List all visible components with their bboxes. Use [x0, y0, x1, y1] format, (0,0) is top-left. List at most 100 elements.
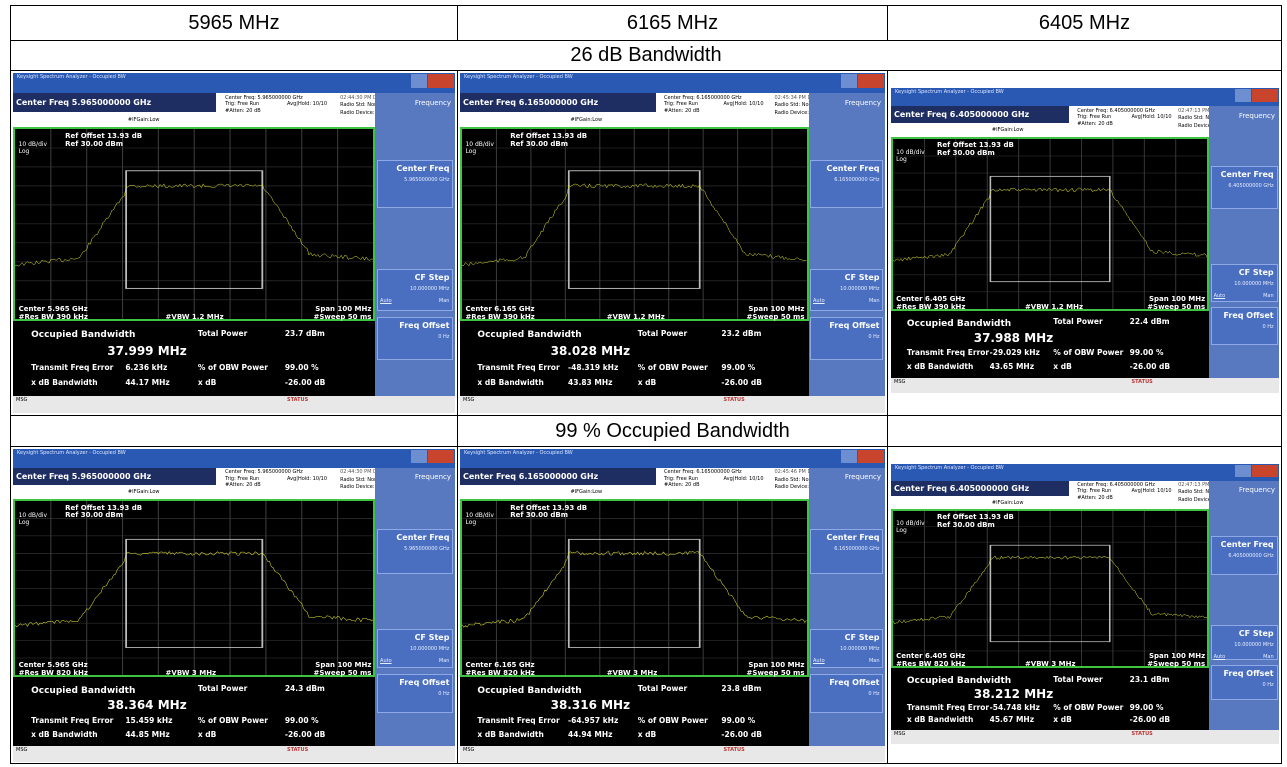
status-indicator[interactable]: STATUS: [723, 747, 745, 754]
ref-level: Ref 30.00 dBm: [65, 511, 124, 520]
occ-bw-label: Occupied Bandwidth: [31, 685, 136, 696]
window-minmax-buttons[interactable]: [841, 450, 857, 464]
freq-offset-softkey[interactable]: Freq Offset 0 Hz: [1210, 665, 1278, 701]
trigger-info: Trig: Free Run: [1077, 488, 1112, 495]
spectrum-plot[interactable]: 10 dB/div Log Ref Offset 13.93 dB Ref 30.0…: [460, 127, 809, 322]
window-minmax-buttons[interactable]: [1235, 465, 1251, 477]
row-header-99pct-empty-right: [887, 415, 1282, 447]
db-div-label: 10 dB/div Log: [896, 148, 925, 163]
window-close-button[interactable]: [858, 74, 884, 89]
sweep-info: Center Freq: 6.405000000 GHz Trig: Free …: [1077, 108, 1155, 128]
timestamp: 02:45:46 PM Dec 15, 2023: [774, 469, 842, 476]
spectrum-trace: [893, 556, 1207, 624]
spectrum-plot[interactable]: 10 dB/div Log Ref Offset 13.93 dB Ref 30.0…: [460, 499, 809, 678]
center-freq-softkey[interactable]: Center Freq 6.165000000 GHz: [810, 159, 884, 209]
xdb-label: x dB: [197, 378, 217, 388]
window-title: Keysight Spectrum Analyzer - Occupied BW: [895, 89, 1004, 95]
ref-labels: Ref Offset 13.93 dB Ref 30.00 dBm: [65, 503, 143, 520]
atten-info: #Atten: 20 dB: [225, 482, 261, 489]
spectrum-plot[interactable]: 10 dB/div Log Ref Offset 13.93 dB Ref 30.0…: [891, 136, 1210, 311]
freq-offset-softkey[interactable]: Freq Offset 0 Hz: [377, 673, 454, 713]
measurement-panel: Occupied Bandwidth 38.028 MHz Total Powe…: [460, 321, 809, 396]
spectrum-trace: [893, 188, 1207, 261]
status-indicator[interactable]: STATUS: [1131, 731, 1153, 737]
status-indicator[interactable]: STATUS: [287, 747, 309, 754]
softkey-title: Frequency: [844, 99, 881, 108]
center-freq-display[interactable]: Center Freq 6.405000000 GHz: [891, 480, 1070, 497]
window-close-button[interactable]: [1252, 465, 1278, 477]
center-freq-display[interactable]: Center Freq 6.165000000 GHz: [460, 467, 656, 485]
window-close-button[interactable]: [428, 450, 454, 464]
spectrum-plot[interactable]: 10 dB/div Log Ref Offset 13.93 dB Ref 30.0…: [13, 127, 376, 322]
spectrum-plot[interactable]: 10 dB/div Log Ref Offset 13.93 dB Ref 30.0…: [891, 508, 1210, 669]
xdb-bw-label: x dB Bandwidth: [477, 729, 544, 739]
xdb-label: x dB: [1053, 715, 1072, 725]
center-freq-display[interactable]: Center Freq 6.165000000 GHz: [460, 93, 656, 113]
freq-offset-softkey[interactable]: Freq Offset 0 Hz: [810, 673, 884, 713]
xdb-label: x dB: [637, 729, 657, 739]
timestamp: 02:45:34 PM Dec 15, 2023: [774, 94, 842, 101]
xdb-bw-label: x dB Bandwidth: [906, 715, 974, 725]
occ-bw-value: 38.028 MHz: [550, 343, 631, 358]
spectrum-trace: [462, 184, 807, 266]
cf-step-softkey[interactable]: CF Step 10.000000 MHz Auto Man: [377, 268, 454, 312]
cf-step-softkey[interactable]: CF Step 10.000000 MHz Auto Man: [810, 629, 884, 669]
ifgain-info: #IFGain:Low: [127, 116, 160, 123]
window-minmax-buttons[interactable]: [411, 74, 427, 89]
total-power-label: Total Power: [197, 328, 248, 338]
radio-info: 02:44:30 PM Dec 15, 2023 Radio Std: None…: [340, 95, 407, 118]
center-freq-softkey[interactable]: Center Freq 6.405000000 GHz: [1210, 166, 1278, 210]
radio-device: Radio Device: BTS: [340, 109, 386, 116]
trigger-info: Trig: Free Run: [664, 101, 698, 108]
radio-std: Radio Std: None: [774, 102, 815, 109]
pct-obw-label: % of OBW Power: [197, 363, 268, 373]
window-close-button[interactable]: [858, 450, 884, 464]
center-freq-softkey[interactable]: Center Freq 5.965000000 GHz: [377, 159, 454, 209]
window-close-button[interactable]: [1252, 89, 1278, 102]
freq-offset-softkey[interactable]: Freq Offset 0 Hz: [377, 317, 454, 360]
vbw-label: #VBW 1.2 MHz: [606, 313, 665, 322]
obw-marker-box: [567, 539, 701, 649]
cf-step-softkey[interactable]: CF Step 10.000000 MHz Auto Man: [1210, 263, 1278, 302]
window-title: Keysight Spectrum Analyzer - Occupied BW: [17, 74, 126, 80]
measurement-panel: Occupied Bandwidth 38.316 MHz Total Powe…: [460, 677, 809, 747]
status-indicator[interactable]: STATUS: [287, 397, 309, 403]
window-minmax-buttons[interactable]: [411, 450, 427, 464]
window-titlebar: Keysight Spectrum Analyzer - Occupied BW: [13, 73, 455, 94]
center-freq-softkey[interactable]: Center Freq 6.165000000 GHz: [810, 529, 884, 574]
spectrum-trace: [15, 184, 373, 266]
softkey-panel: Frequency Center Freq 6.165000000 GHz CF …: [808, 467, 885, 747]
center-freq-info: Center Freq: 6.165000000 GHz: [664, 94, 742, 101]
window-close-button[interactable]: [428, 74, 454, 89]
cf-step-softkey[interactable]: CF Step 10.000000 MHz Auto Man: [377, 629, 454, 669]
center-freq-softkey[interactable]: Center Freq 6.405000000 GHz: [1210, 535, 1278, 576]
window-minmax-buttons[interactable]: [1235, 89, 1251, 102]
sweep-label: #Sweep 50 ms: [313, 669, 372, 678]
freq-offset-softkey[interactable]: Freq Offset 0 Hz: [1210, 307, 1278, 346]
trigger-info: Trig: Free Run: [664, 475, 698, 482]
avg-hold-info: Avg|Hold: 10/10: [1131, 114, 1172, 121]
row-header-99pct: 99 % Occupied Bandwidth: [457, 415, 888, 447]
status-indicator[interactable]: STATUS: [1131, 378, 1153, 385]
sweep-info: Center Freq: 5.965000000 GHz Trig: Free …: [225, 469, 303, 489]
status-indicator[interactable]: STATUS: [723, 397, 745, 403]
spectrum-analyzer-window: Keysight Spectrum Analyzer - Occupied BW…: [460, 449, 885, 762]
softkey-title: Frequency: [414, 473, 451, 482]
ref-offset: Ref Offset 13.93 dB: [65, 503, 143, 512]
avg-hold-info: Avg|Hold: 10/10: [287, 101, 328, 108]
center-freq-display[interactable]: Center Freq 6.405000000 GHz: [891, 106, 1070, 124]
cf-step-softkey[interactable]: CF Step 10.000000 MHz Auto Man: [810, 268, 884, 312]
center-freq-display[interactable]: Center Freq 5.965000000 GHz: [13, 93, 217, 113]
center-freq-display[interactable]: Center Freq 5.965000000 GHz: [13, 467, 217, 485]
xdb-label: x dB: [1053, 361, 1072, 371]
total-power-value: 23.8 dBm: [721, 684, 762, 694]
cf-step-softkey[interactable]: CF Step 10.000000 MHz Auto Man: [1210, 625, 1278, 660]
spectrum-plot[interactable]: 10 dB/div Log Ref Offset 13.93 dB Ref 30.0…: [13, 499, 376, 678]
center-freq-softkey[interactable]: Center Freq 5.965000000 GHz: [377, 529, 454, 574]
xdb-bw-value: 44.94 MHz: [568, 729, 613, 739]
occ-bw-label: Occupied Bandwidth: [906, 675, 1012, 686]
freq-offset-softkey[interactable]: Freq Offset 0 Hz: [810, 317, 884, 360]
window-minmax-buttons[interactable]: [841, 74, 857, 89]
message-bar: MSG STATUS: [460, 746, 885, 762]
radio-std: Radio Std: None: [1178, 115, 1219, 122]
